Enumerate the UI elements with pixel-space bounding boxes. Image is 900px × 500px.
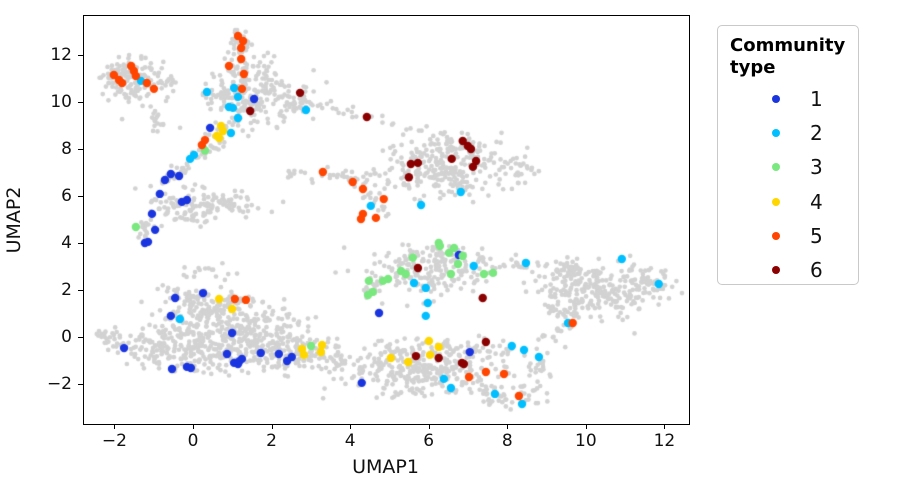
x-tick-mark xyxy=(507,424,509,429)
legend-title-line-2: type xyxy=(730,57,776,78)
legend-title-line-1: Community xyxy=(730,35,846,56)
x-tick-mark xyxy=(585,424,587,429)
x-tick-label: −2 xyxy=(101,431,127,451)
y-tick-mark xyxy=(78,242,83,244)
x-tick-label: 10 xyxy=(575,431,597,451)
legend-entry-label: 4 xyxy=(810,189,823,214)
x-tick-label: 8 xyxy=(501,431,513,451)
x-tick-label: 2 xyxy=(266,431,277,451)
legend-marker-icon xyxy=(772,231,780,240)
legend-entry-label: 3 xyxy=(810,155,823,180)
legend-marker-icon xyxy=(772,163,780,172)
x-tick-mark xyxy=(271,424,273,429)
x-tick-mark xyxy=(114,424,116,429)
x-tick-mark xyxy=(350,424,352,429)
y-tick-mark xyxy=(78,383,83,385)
umap-scatter-canvas xyxy=(84,16,689,424)
legend-entry-1: 1 xyxy=(730,82,858,116)
legend-marker-icon xyxy=(772,197,780,206)
legend-entry-label: 5 xyxy=(810,223,823,248)
y-tick-label: 8 xyxy=(61,138,72,159)
x-tick-mark xyxy=(428,424,430,429)
x-tick-label: 4 xyxy=(344,431,356,451)
x-tick-mark xyxy=(193,424,194,429)
y-tick-mark xyxy=(78,336,83,338)
y-tick-label: 2 xyxy=(61,279,72,300)
legend-entry-3: 3 xyxy=(730,150,858,184)
legend-entry-6: 6 xyxy=(730,253,858,287)
x-tick-label: 6 xyxy=(423,431,435,451)
legend: Community type 1 2 3 4 5 6 xyxy=(717,25,859,285)
legend-entry-4: 4 xyxy=(730,185,858,219)
legend-entry-5: 5 xyxy=(730,219,858,253)
x-axis-label: UMAP1 xyxy=(352,456,419,478)
y-tick-mark xyxy=(78,148,83,150)
y-tick-label: 6 xyxy=(61,185,72,206)
plot-area xyxy=(83,15,690,425)
y-tick-mark xyxy=(78,195,83,197)
legend-marker-icon xyxy=(772,266,780,275)
legend-entry-label: 6 xyxy=(810,258,823,283)
legend-entry-2: 2 xyxy=(730,116,858,150)
y-tick-label: 10 xyxy=(50,91,72,112)
y-tick-mark xyxy=(78,289,83,291)
y-tick-mark xyxy=(78,54,83,56)
x-tick-mark xyxy=(664,424,666,429)
x-tick-label: 12 xyxy=(653,431,676,451)
legend-marker-icon xyxy=(772,129,780,138)
legend-entry-label: 2 xyxy=(810,121,823,146)
x-tick-label: 0 xyxy=(187,431,199,451)
legend-entry-label: 1 xyxy=(810,87,823,112)
legend-marker-icon xyxy=(772,95,780,104)
y-tick-label: 0 xyxy=(61,326,72,347)
y-tick-mark xyxy=(78,101,83,103)
legend-entries: 1 2 3 4 5 6 xyxy=(730,82,858,287)
y-tick-label: 12 xyxy=(50,44,72,65)
y-tick-label: −2 xyxy=(46,373,72,394)
y-tick-label: 4 xyxy=(61,232,72,253)
